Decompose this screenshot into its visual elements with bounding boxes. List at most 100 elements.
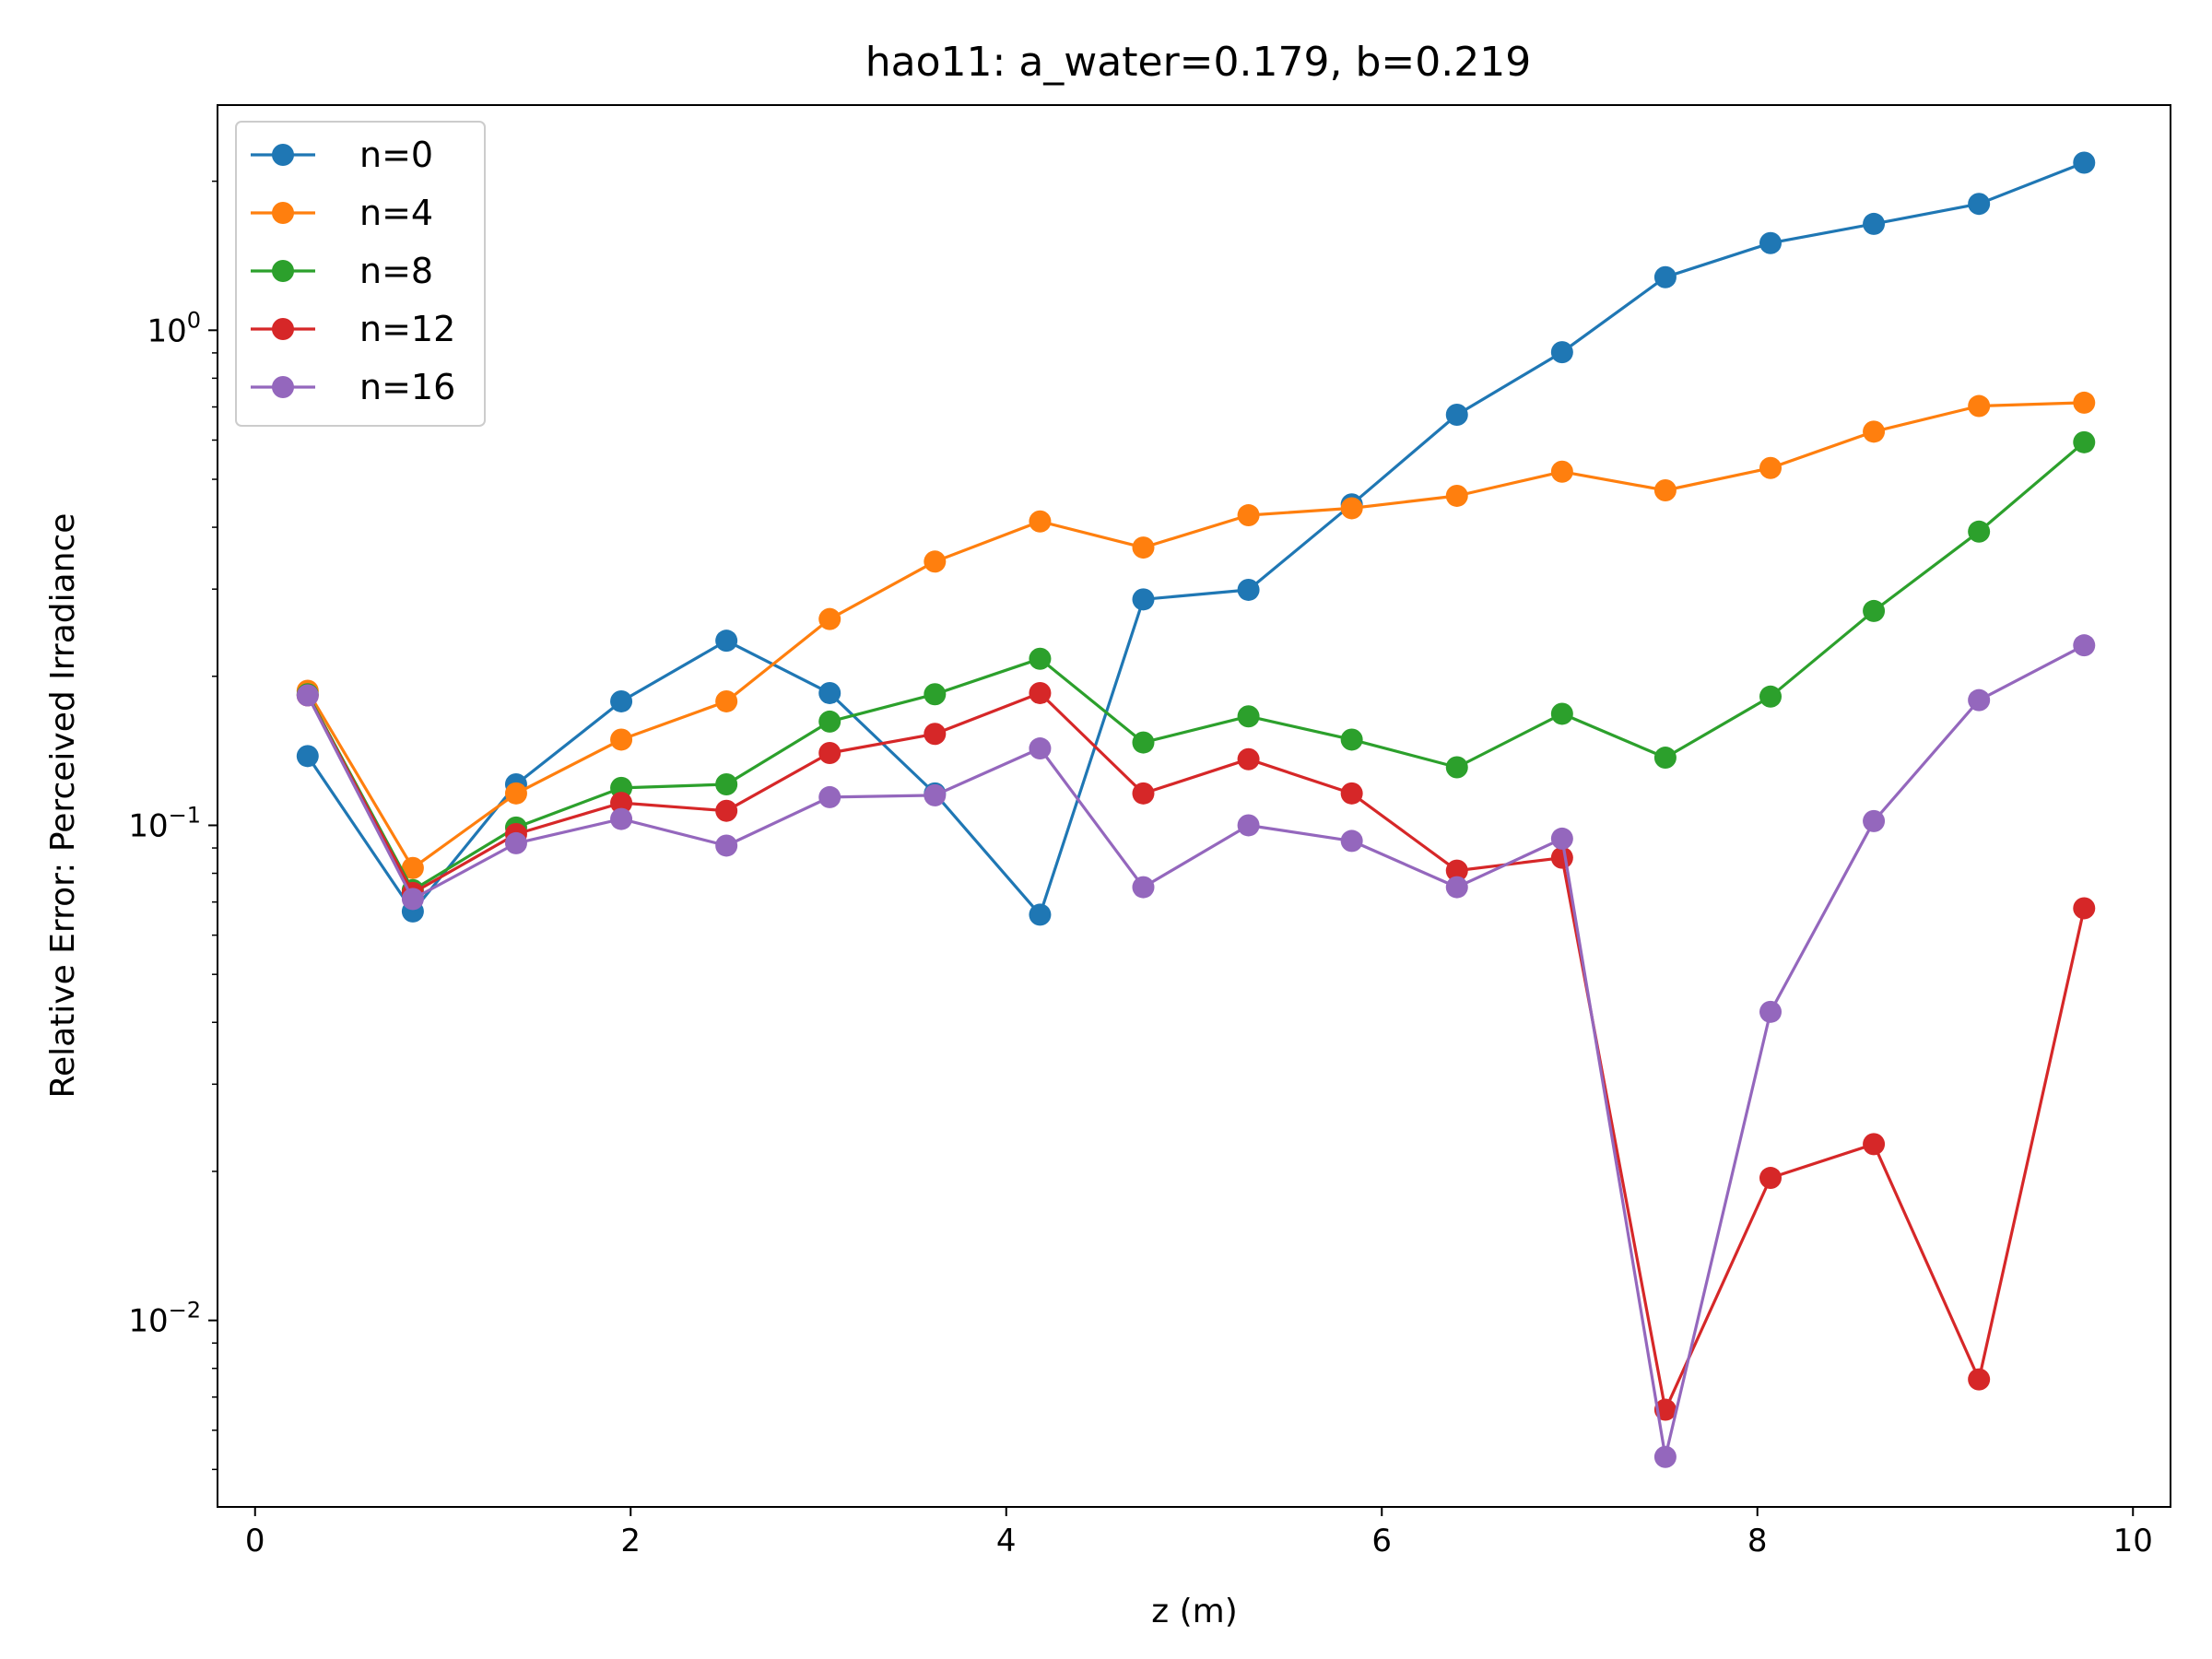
data-point-n=16 <box>1759 1000 1783 1023</box>
data-point-n=16 <box>401 888 424 911</box>
data-point-n=16 <box>1340 830 1363 853</box>
data-point-n=12 <box>1132 782 1155 805</box>
legend-swatch-marker <box>272 144 294 166</box>
plot-area-frame <box>217 104 2171 1508</box>
legend-box <box>235 121 486 427</box>
data-point-n=12 <box>1550 846 1573 869</box>
series-line-n=12 <box>306 691 2086 1412</box>
series-line-n=4 <box>306 401 2085 870</box>
data-point-n=0 <box>296 745 319 768</box>
data-point-n=8 <box>1029 647 1052 670</box>
data-point-n=4 <box>610 728 633 751</box>
data-point-n=16 <box>296 684 319 707</box>
data-point-n=12 <box>924 723 947 746</box>
data-point-n=4 <box>1968 394 1991 418</box>
legend-swatch-marker <box>272 202 294 224</box>
legend-label: n=8 <box>359 251 433 291</box>
data-point-n=0 <box>715 629 738 653</box>
series-line-n=8 <box>306 441 2086 892</box>
y-axis: 10−2 10−1 100 <box>128 180 218 1471</box>
x-tick-label: 2 <box>620 1523 641 1559</box>
data-point-n=0 <box>1445 404 1468 427</box>
data-point-n=0 <box>1759 231 1783 254</box>
data-point-n=4 <box>1863 420 1886 443</box>
data-point-n=4 <box>1029 510 1052 533</box>
series-line-n=0 <box>306 161 2085 917</box>
data-point-n=8 <box>715 773 738 796</box>
data-point-n=16 <box>1029 737 1052 760</box>
x-tick-label: 4 <box>996 1523 1017 1559</box>
data-point-n=16 <box>1968 688 1991 712</box>
data-point-n=8 <box>924 683 947 706</box>
series-line-n=16 <box>306 643 2086 1459</box>
data-point-n=12 <box>1759 1167 1783 1190</box>
data-point-n=16 <box>924 783 947 806</box>
data-point-n=16 <box>1132 876 1155 899</box>
data-point-n=0 <box>610 689 633 712</box>
data-point-n=4 <box>818 607 841 630</box>
x-axis: 0 2 4 6 8 10 <box>245 1507 2153 1559</box>
x-tick-label: 10 <box>2113 1523 2153 1559</box>
data-point-n=4 <box>924 550 947 573</box>
data-point-n=8 <box>1863 599 1886 622</box>
data-point-n=8 <box>818 710 841 733</box>
legend-label: n=4 <box>359 193 433 233</box>
data-point-n=8 <box>1759 685 1783 708</box>
legend-swatch-marker <box>272 260 294 282</box>
data-point-n=4 <box>1653 478 1677 501</box>
data-point-n=16 <box>1237 814 1260 837</box>
legend-label: n=16 <box>359 367 455 407</box>
x-tick-label: 8 <box>1747 1523 1768 1559</box>
data-point-n=0 <box>1550 341 1573 364</box>
y-tick-label: 10−2 <box>128 1298 201 1340</box>
y-axis-label: Relative Error: Perceived Irradiance <box>44 513 82 1099</box>
data-point-n=12 <box>1029 681 1052 704</box>
data-point-n=16 <box>1863 809 1886 832</box>
data-point-n=4 <box>1550 460 1573 483</box>
data-point-n=8 <box>1550 702 1573 725</box>
x-axis-label: z (m) <box>1151 1593 1238 1630</box>
data-point-n=8 <box>1653 747 1677 770</box>
data-point-n=8 <box>1132 731 1155 754</box>
data-point-n=4 <box>1759 456 1783 479</box>
legend-label: n=12 <box>359 309 455 349</box>
data-point-n=4 <box>504 782 527 805</box>
y-tick-label: 100 <box>147 307 201 349</box>
data-point-n=12 <box>818 741 841 764</box>
data-point-n=8 <box>1445 756 1468 779</box>
legend-swatch-marker <box>272 318 294 340</box>
data-point-n=0 <box>818 681 841 704</box>
chart-title: hao11: a_water=0.179, b=0.219 <box>865 39 1531 86</box>
legend: n=0 n=4 n=8 n=12 n=16 <box>235 121 486 427</box>
data-point-n=16 <box>715 834 738 857</box>
data-point-n=12 <box>1237 747 1260 771</box>
data-point-n=12 <box>2073 897 2096 920</box>
data-point-n=0 <box>1653 265 1677 288</box>
data-point-n=4 <box>401 856 424 879</box>
x-tick-label: 6 <box>1371 1523 1392 1559</box>
legend-label: n=0 <box>359 135 433 175</box>
data-point-n=0 <box>1863 212 1886 235</box>
data-point-n=4 <box>1132 536 1155 559</box>
data-point-n=0 <box>1029 903 1052 926</box>
x-tick-label: 0 <box>245 1523 265 1559</box>
data-point-n=4 <box>1340 497 1363 520</box>
data-point-n=0 <box>1968 193 1991 216</box>
data-point-n=16 <box>2073 634 2096 657</box>
series-layer <box>296 151 2096 1468</box>
y-tick-label: 10−1 <box>128 802 201 844</box>
data-point-n=16 <box>1445 876 1468 899</box>
data-point-n=16 <box>504 831 527 854</box>
data-point-n=16 <box>818 785 841 808</box>
data-point-n=12 <box>1863 1133 1886 1156</box>
data-point-n=0 <box>2073 151 2096 174</box>
data-point-n=12 <box>1968 1368 1991 1391</box>
data-point-n=8 <box>1340 728 1363 751</box>
data-point-n=4 <box>1445 484 1468 507</box>
data-point-n=8 <box>1237 705 1260 728</box>
data-point-n=4 <box>715 689 738 712</box>
data-point-n=12 <box>1340 782 1363 805</box>
data-point-n=12 <box>610 792 633 815</box>
data-point-n=8 <box>1968 520 1991 543</box>
